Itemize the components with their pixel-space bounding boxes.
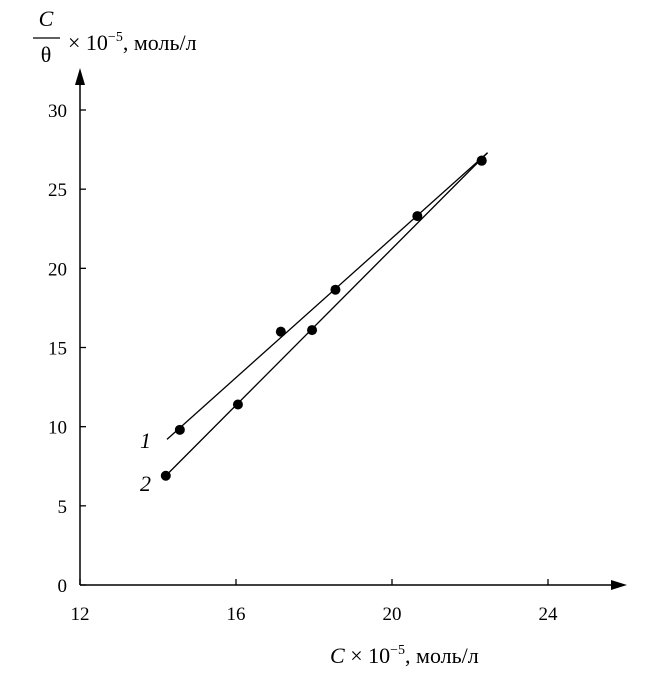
series-1-point xyxy=(412,211,423,222)
series-2-point xyxy=(160,470,171,481)
y-tick-label: 5 xyxy=(58,497,68,518)
axes xyxy=(75,68,627,590)
series-1-point xyxy=(174,424,185,435)
y-label-numerator: C xyxy=(39,6,54,31)
series-2-line xyxy=(165,152,489,477)
y-tick-label: 0 xyxy=(58,576,68,597)
x-tick-label: 16 xyxy=(227,604,246,625)
y-tick-label: 25 xyxy=(48,180,67,201)
series-1-label: 1 xyxy=(140,428,151,453)
y-tick-label: 10 xyxy=(48,418,67,439)
y-tick-label: 30 xyxy=(48,101,67,122)
series-1-point xyxy=(330,284,341,295)
series-2-point xyxy=(232,399,243,410)
x-axis-label: C × 10−5, моль/л xyxy=(330,643,479,668)
series-1-point xyxy=(275,326,286,337)
series-2-point xyxy=(476,155,487,166)
x-axis-arrow xyxy=(611,580,627,590)
y-label-text: × 10−5, моль/л xyxy=(68,30,197,55)
series-2-label: 2 xyxy=(140,471,151,496)
x-tick-label: 24 xyxy=(539,604,559,625)
y-tick-label: 15 xyxy=(48,339,67,360)
y-label-denominator: θ xyxy=(41,42,52,67)
x-tick-label: 12 xyxy=(71,604,90,625)
y-axis-label: C θ × 10−5, моль/л xyxy=(33,6,197,67)
y-axis-arrow xyxy=(75,68,85,85)
x-tick-label: 20 xyxy=(383,604,402,625)
x-label-text: C × 10−5, моль/л xyxy=(330,643,479,668)
series-1-line xyxy=(166,152,488,440)
series-2-point xyxy=(307,325,318,336)
y-tick-label: 20 xyxy=(48,259,67,280)
